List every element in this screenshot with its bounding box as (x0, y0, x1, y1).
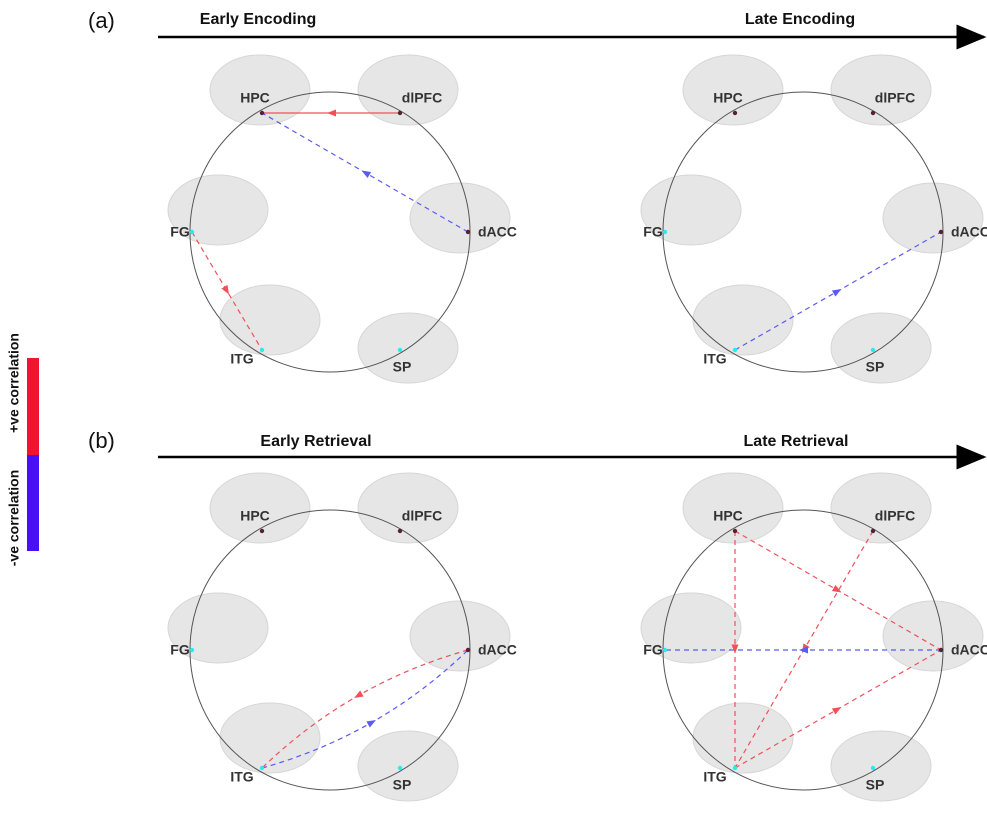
node (397, 347, 403, 353)
node (259, 528, 265, 534)
connection-arrow (221, 284, 230, 295)
legend-positive-swatch (27, 358, 39, 455)
brain-image (682, 54, 784, 126)
brain-image (640, 174, 742, 246)
brain-image (830, 54, 932, 126)
connection-arrow (831, 289, 842, 297)
connection-arrow (799, 646, 808, 654)
node (465, 647, 471, 653)
node (259, 347, 265, 353)
node-label: SP (866, 777, 885, 793)
node-label: dlPFC (402, 508, 442, 524)
brain-image (692, 284, 794, 356)
brain-image (167, 174, 269, 246)
row-tag: (b) (88, 428, 115, 453)
node-label: HPC (240, 508, 270, 524)
node (465, 229, 471, 235)
node-label: ITG (703, 769, 726, 785)
connection-arrow (366, 720, 376, 728)
node-label: dACC (478, 642, 517, 658)
connection-arrow (831, 584, 842, 593)
brain-image (640, 592, 742, 664)
node (732, 528, 738, 534)
panel-title: Early Encoding (200, 11, 316, 28)
node-label: FG (643, 224, 663, 240)
brain-image (219, 702, 321, 774)
panel-title: Late Encoding (745, 11, 855, 28)
node (870, 528, 876, 534)
brain-image (692, 702, 794, 774)
node (259, 110, 265, 116)
connection-arrow (731, 644, 739, 654)
node (732, 765, 738, 771)
brain-image (409, 600, 511, 672)
brain-image (357, 472, 459, 544)
node-label: SP (393, 777, 412, 793)
brain-image (357, 54, 459, 126)
node (870, 765, 876, 771)
node (397, 110, 403, 116)
brain-image (682, 472, 784, 544)
brain-image (882, 182, 984, 254)
connection-arrow (361, 170, 372, 179)
node (870, 110, 876, 116)
node (397, 528, 403, 534)
node-label: dlPFC (875, 90, 915, 106)
connection-arrow (354, 690, 364, 698)
node-label: dACC (478, 224, 517, 240)
node-label: HPC (713, 90, 743, 106)
node-label: dlPFC (402, 90, 442, 106)
brain-image (209, 54, 311, 126)
brain-image (209, 472, 311, 544)
connection-arrow (327, 109, 336, 117)
brain-image (882, 600, 984, 672)
node (870, 347, 876, 353)
node-label: ITG (230, 351, 253, 367)
node (732, 347, 738, 353)
node (189, 647, 195, 653)
node-label: HPC (713, 508, 743, 524)
row-tag: (a) (88, 8, 115, 33)
legend-negative-label: -ve correlation (6, 470, 22, 566)
brain-image (219, 284, 321, 356)
node (189, 229, 195, 235)
node-label: ITG (703, 351, 726, 367)
brain-image (409, 182, 511, 254)
brain-image (830, 472, 932, 544)
legend-positive-label: +ve correlation (6, 333, 22, 433)
node-label: SP (866, 359, 885, 375)
node-label: SP (393, 359, 412, 375)
panel-title: Early Retrieval (260, 433, 371, 450)
node (938, 647, 944, 653)
node (732, 110, 738, 116)
node-label: HPC (240, 90, 270, 106)
node (938, 229, 944, 235)
node (662, 229, 668, 235)
node-label: ITG (230, 769, 253, 785)
node-label: FG (170, 224, 190, 240)
legend-negative-swatch (27, 455, 39, 551)
node-label: dACC (951, 642, 987, 658)
node (259, 765, 265, 771)
connection-arrow (831, 707, 842, 715)
node-label: FG (170, 642, 190, 658)
node (662, 647, 668, 653)
node-label: FG (643, 642, 663, 658)
node (397, 765, 403, 771)
node-label: dACC (951, 224, 987, 240)
node-label: dlPFC (875, 508, 915, 524)
brain-image (167, 592, 269, 664)
panel-title: Late Retrieval (744, 433, 849, 450)
connection (191, 231, 263, 351)
